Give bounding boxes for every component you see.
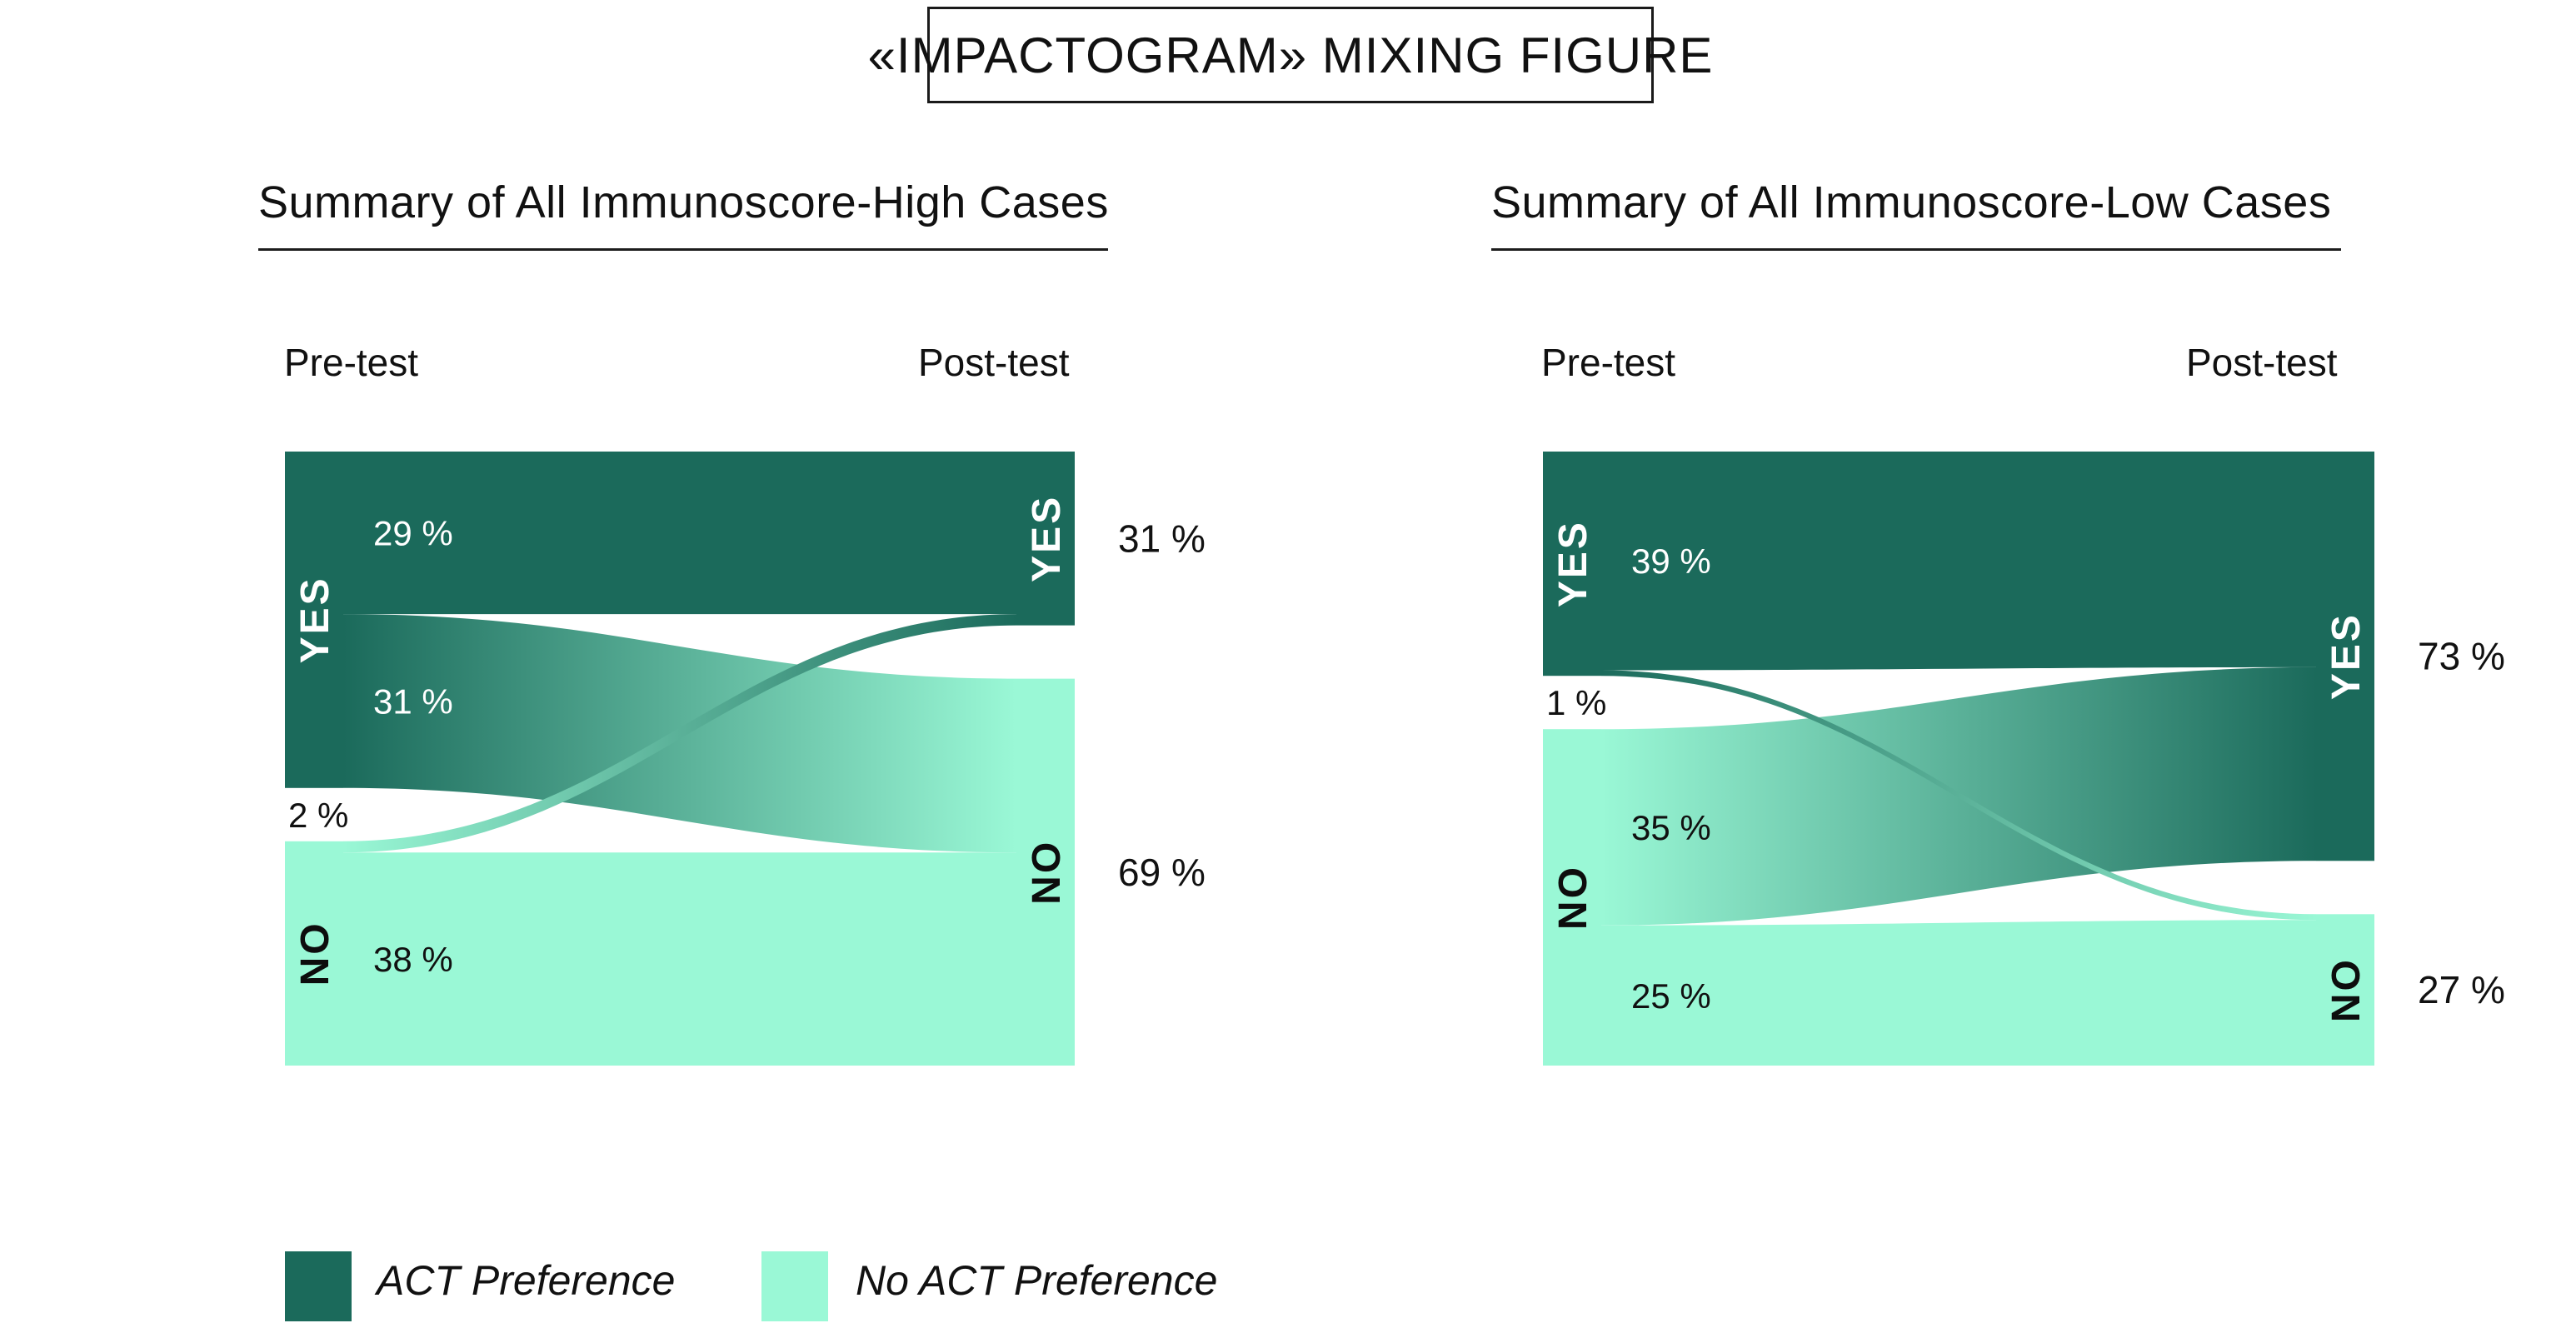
node-label-post-yes: YES (2324, 612, 2369, 700)
node-post-no (2316, 914, 2374, 1066)
flow-label-pre_yes-to-post_yes: 39 % (1631, 542, 1711, 581)
node-post-yes (1016, 452, 1075, 626)
post-total-label-yes: 73 % (2418, 635, 2505, 678)
flow-label-pre_no-to-post_no: 38 % (373, 940, 453, 979)
legend-label-act-preference: ACT Preference (377, 1257, 676, 1304)
post-total-label-no: 27 % (2418, 968, 2505, 1011)
flow-pre_no-to-post_no (1601, 920, 2316, 1066)
sankey-panel-low: 39 % 1 % 35 % 25 % YES NO YES NO 73 % 27 % (1543, 452, 2505, 1066)
flow-label-pre_no-to-post_no: 25 % (1631, 976, 1711, 1016)
node-label-pre-yes: YES (293, 576, 337, 663)
node-label-pre-yes: YES (1551, 520, 1595, 607)
flow-pre_yes-to-post_yes (1601, 452, 2316, 671)
node-label-post-no: NO (2324, 957, 2369, 1022)
pre-test-label-low: Pre-test (1541, 341, 1676, 384)
node-pre-yes (1543, 452, 1601, 676)
post-total-label-yes: 31 % (1118, 517, 1206, 560)
node-post-no (1016, 678, 1075, 1066)
flow-pre_no-to-post_yes (343, 614, 1016, 853)
panel-heading-immunoscore-low: Summary of All Immunoscore-Low Cases (1491, 177, 2341, 251)
figure-title: «IMPACTOGRAM» MIXING FIGURE (867, 27, 1714, 83)
flow-label-pre_yes-to-post_yes: 29 % (373, 514, 453, 553)
flow-label-pre_yes-to-post_no: 1 % (1546, 683, 1606, 722)
flow-label-pre_no-to-post_yes: 35 % (1631, 808, 1711, 847)
node-pre-no (285, 841, 343, 1066)
post-total-label-no: 69 % (1118, 851, 1206, 894)
node-label-post-yes: YES (1025, 495, 1069, 582)
flow-label-pre_no-to-post_yes: 2 % (288, 796, 348, 835)
flow-label-pre_yes-to-post_no: 31 % (373, 681, 453, 721)
node-post-yes (2316, 452, 2374, 861)
sankey-panel-high: 29 % 31 % 2 % 38 % YES NO YES NO 31 % 69 % (285, 452, 1206, 1066)
flow-pre_yes-to-post_no (1601, 670, 2316, 921)
post-test-label-low: Post-test (2186, 341, 2338, 384)
node-label-pre-no: NO (293, 921, 337, 986)
figure-title-box: «IMPACTOGRAM» MIXING FIGURE (868, 7, 1712, 103)
flow-pre_yes-to-post_yes (343, 452, 1016, 615)
post-test-label-high: Post-test (918, 341, 1070, 384)
legend-label-no-act-preference: No ACT Preference (856, 1257, 1218, 1304)
node-label-post-no: NO (1025, 840, 1069, 905)
panel-heading-immunoscore-high: Summary of All Immunoscore-High Cases (258, 177, 1108, 251)
flow-pre_no-to-post_no (343, 852, 1016, 1066)
legend-swatch-no-act-preference (761, 1251, 828, 1321)
node-label-pre-no: NO (1551, 865, 1595, 930)
node-pre-no (1543, 729, 1601, 1066)
pre-test-label-high: Pre-test (284, 341, 419, 384)
node-pre-yes (285, 452, 343, 788)
legend-swatch-act-preference (285, 1251, 352, 1321)
